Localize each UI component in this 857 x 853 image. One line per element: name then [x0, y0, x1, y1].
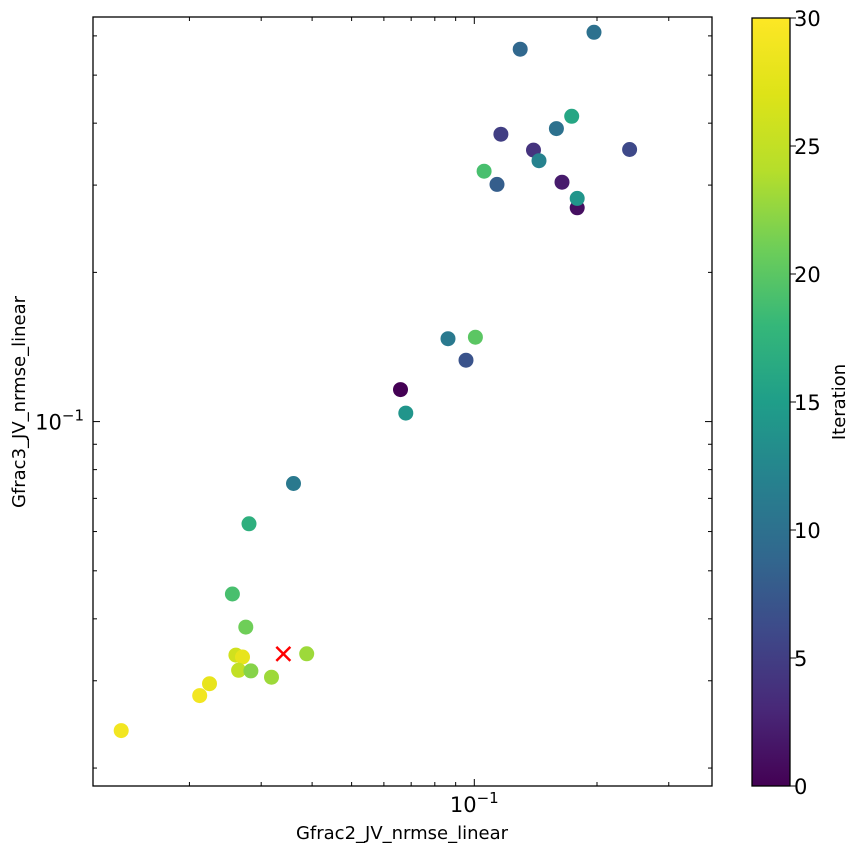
x-tick-base: 10 [450, 793, 477, 817]
y-tick-exp: −1 [62, 407, 84, 425]
plot-frame [92, 16, 713, 787]
data-point [440, 331, 456, 347]
data-point [238, 619, 254, 635]
y-axis-ticks [93, 35, 712, 769]
best-point-marker [275, 645, 292, 662]
best-point-layer [275, 645, 292, 662]
colorbar-label: Iteration [829, 364, 850, 440]
colorbar-tick-label: 10 [794, 519, 821, 543]
data-point [243, 663, 259, 679]
data-point [286, 476, 301, 491]
data-point [548, 121, 564, 137]
data-point [554, 174, 570, 190]
y-axis-label: Gfrac3_JV_nrmse_linear [9, 295, 30, 508]
colorbar-tick-label: 30 [794, 7, 821, 31]
data-point [586, 24, 602, 40]
x-axis-label: Gfrac2_JV_nrmse_linear [296, 823, 509, 844]
data-point [531, 153, 547, 169]
data-point [564, 108, 580, 124]
data-point [264, 669, 279, 685]
colorbar-tick-label: 5 [794, 647, 807, 671]
x-axis-ticks [188, 17, 670, 786]
x-tick-exp: −1 [477, 789, 499, 807]
data-point [241, 516, 257, 532]
colorbar-tick-label: 0 [794, 775, 807, 799]
data-point [489, 176, 505, 192]
data-point [235, 649, 250, 665]
colorbar-tick-label: 15 [794, 391, 821, 415]
data-point [299, 646, 315, 662]
colorbar: 0 5 10 15 20 25 30 Iteration [751, 7, 850, 799]
data-point [398, 405, 414, 421]
data-point [493, 126, 509, 142]
data-point [192, 688, 208, 704]
data-point [622, 142, 638, 157]
y-tick-base: 10 [35, 411, 62, 435]
data-point [458, 352, 474, 368]
colorbar-tick-label: 20 [794, 263, 821, 287]
y-tick-label: 10−1 [35, 407, 84, 435]
data-point [512, 41, 528, 57]
data-point [113, 723, 129, 739]
colorbar-tick-label: 25 [794, 135, 821, 159]
data-point [569, 190, 585, 206]
data-point [476, 163, 492, 179]
data-point [231, 662, 247, 678]
data-point [224, 586, 240, 602]
colorbar-gradient [751, 17, 791, 787]
colorbar-ticks: 0 5 10 15 20 25 30 [790, 7, 821, 799]
points-layer [113, 24, 638, 739]
scatter-plot: 10−1 10−1 Gfrac2_JV_nrmse_linear Gfrac3_… [9, 16, 713, 844]
data-point [202, 676, 217, 692]
data-point [467, 329, 483, 345]
data-point [393, 382, 408, 398]
x-tick-label: 10−1 [450, 789, 499, 817]
